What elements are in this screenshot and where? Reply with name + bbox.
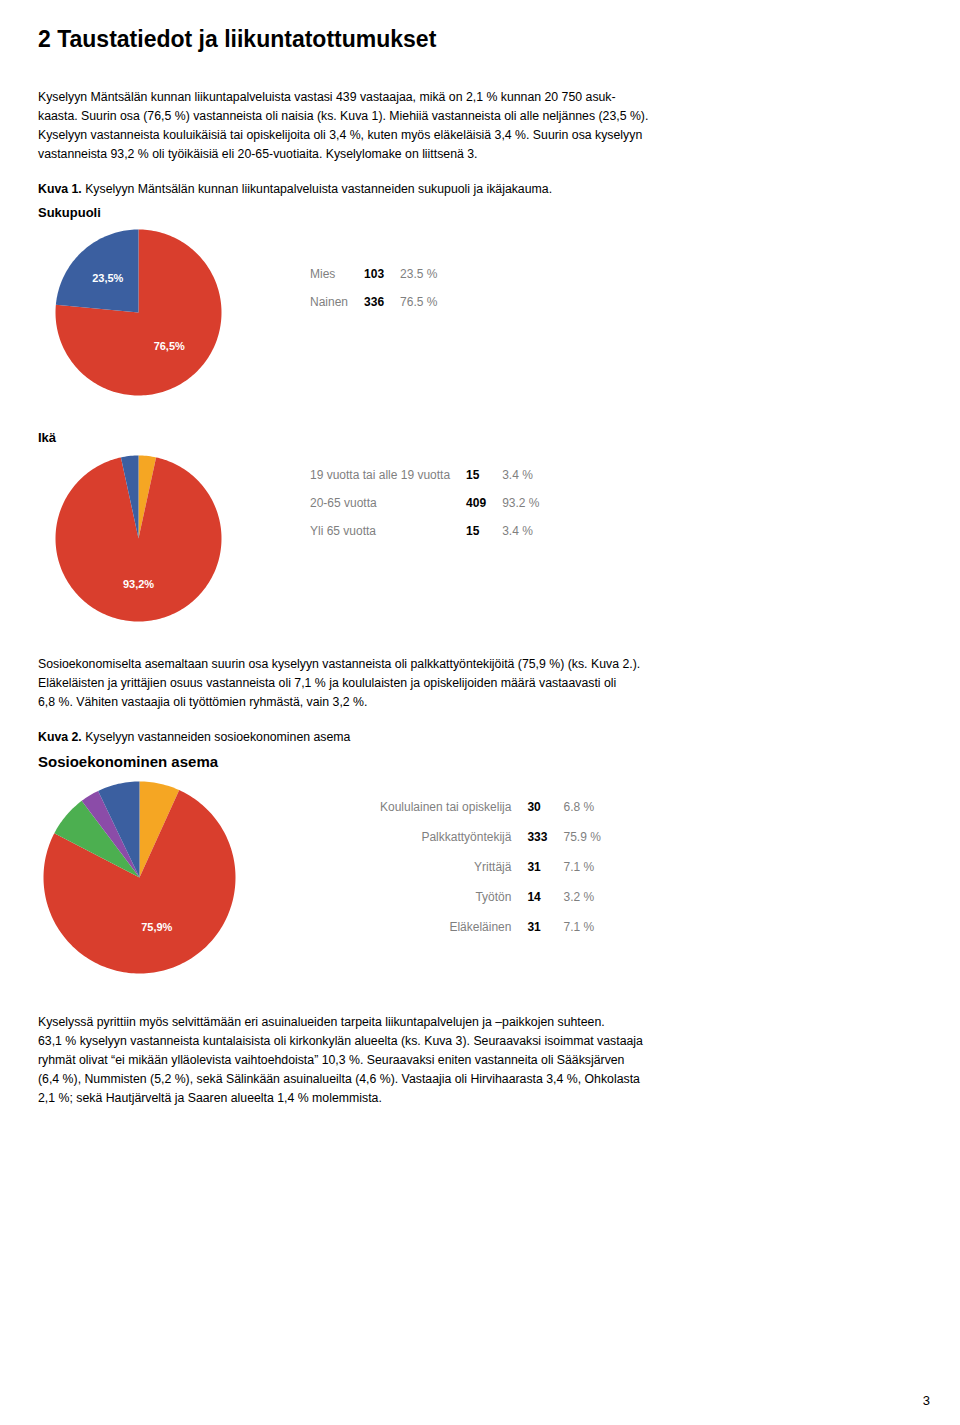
- html-text:Sosioekonominen asema: Sosioekonominen asema: [38, 753, 219, 770]
- html-text:31: 31: [527, 860, 541, 874]
- html-text:30: 30: [527, 800, 541, 814]
- html-text:7.1 %: 7.1 %: [563, 860, 595, 874]
- html-text:Eläkeläisten ja yrittäjien osu: Eläkeläisten ja yrittäjien osuus vastann…: [38, 676, 617, 690]
- html-text:Kyselyssä pyrittiin myös selvi: Kyselyssä pyrittiin myös selvittämään er…: [38, 1015, 605, 1029]
- html-text:(6,4 %), Nummisten (5,2 %), se: (6,4 %), Nummisten (5,2 %), sekä Sälinkä…: [38, 1072, 640, 1086]
- svg-text:76,5%: 76,5%: [154, 340, 185, 352]
- html-text:Yli 65 vuotta: Yli 65 vuotta: [310, 524, 376, 538]
- html-text:14: 14: [527, 890, 541, 904]
- html-text:3.4 %: 3.4 %: [502, 468, 533, 482]
- html-text:Palkkattyöntekijä: Palkkattyöntekijä: [421, 830, 512, 844]
- html-text:6.8 %: 6.8 %: [563, 800, 595, 814]
- svg-text:23,5%: 23,5%: [92, 272, 123, 284]
- html-text:Mies: Mies: [310, 267, 336, 281]
- html-text:vastanneista 93,2 % oli työikä: vastanneista 93,2 % oli työikäisiä eli 2…: [38, 147, 478, 161]
- html-text:Ikä: Ikä: [38, 430, 57, 445]
- html-text:93.2 %: 93.2 %: [502, 496, 540, 510]
- html-text:Kyselyyn vastanneista kouluikä: Kyselyyn vastanneista kouluikäisiä tai o…: [38, 128, 643, 142]
- html-text:2,1 %; sekä Hautjärveltä ja Sa: 2,1 %; sekä Hautjärveltä ja Saaren aluee…: [38, 1091, 382, 1105]
- html-text:3.4 %: 3.4 %: [502, 524, 533, 538]
- html-text:Koululainen tai opiskelija: Koululainen tai opiskelija: [380, 800, 512, 814]
- html-text:ryhmät olivat “ei mikään ylläo: ryhmät olivat “ei mikään ylläolevista va…: [38, 1053, 625, 1067]
- html-text:3: 3: [922, 1393, 930, 1408]
- html-text:31: 31: [527, 920, 541, 934]
- html-text:23.5 %: 23.5 %: [400, 267, 438, 281]
- html-text:333: 333: [527, 830, 548, 844]
- html-text:Työtön: Työtön: [475, 890, 512, 904]
- html-text:103: 103: [364, 267, 385, 281]
- svg-text:93,2%: 93,2%: [123, 578, 154, 590]
- html-text:7.1 %: 7.1 %: [563, 920, 595, 934]
- html-text:409: 409: [466, 496, 487, 510]
- html-text:Nainen: Nainen: [310, 295, 348, 309]
- html-text:20-65 vuotta: 20-65 vuotta: [310, 496, 377, 510]
- html-text:75.9 %: 75.9 %: [563, 830, 601, 844]
- html-text:Eläkeläinen: Eläkeläinen: [449, 920, 512, 934]
- html-text:2 Taustatiedot ja liikuntatott: 2 Taustatiedot ja liikuntatottumukset: [38, 26, 437, 52]
- html-text:63,1 % kyselyyn vastanneista k: 63,1 % kyselyyn vastanneista kuntalaisis…: [38, 1034, 643, 1048]
- svg-text:75,9%: 75,9%: [141, 921, 172, 933]
- html-text:15: 15: [466, 524, 480, 538]
- html-text:15: 15: [466, 468, 480, 482]
- html-text:Kuva 2. Kyselyyn vastanneiden: Kuva 2. Kyselyyn vastanneiden sosioekono…: [38, 730, 351, 744]
- html-text:Kuva 1. Kyselyyn Mäntsälän kun: Kuva 1. Kyselyyn Mäntsälän kunnan liikun…: [38, 182, 552, 196]
- html-text:76.5 %: 76.5 %: [400, 295, 438, 309]
- html-text:19 vuotta tai alle 19 vuotta: 19 vuotta tai alle 19 vuotta: [310, 468, 451, 482]
- html-text:Sosioekonomiselta asemaltaan s: Sosioekonomiselta asemaltaan suurin osa …: [38, 657, 641, 671]
- html-text:336: 336: [364, 295, 385, 309]
- html-text:kaasta. Suurin osa (76,5 %) va: kaasta. Suurin osa (76,5 %) vastanneista…: [38, 109, 649, 123]
- html-text:Yrittäjä: Yrittäjä: [474, 860, 512, 874]
- html-text:Kyselyyn Mäntsälän kunnan liik: Kyselyyn Mäntsälän kunnan liikuntapalvel…: [38, 90, 616, 104]
- html-text:6,8 %. Vähiten vastaajia oli t: 6,8 %. Vähiten vastaajia oli työttömien …: [38, 695, 368, 709]
- html-text:3.2 %: 3.2 %: [563, 890, 595, 904]
- html-text:Sukupuoli: Sukupuoli: [38, 205, 101, 220]
